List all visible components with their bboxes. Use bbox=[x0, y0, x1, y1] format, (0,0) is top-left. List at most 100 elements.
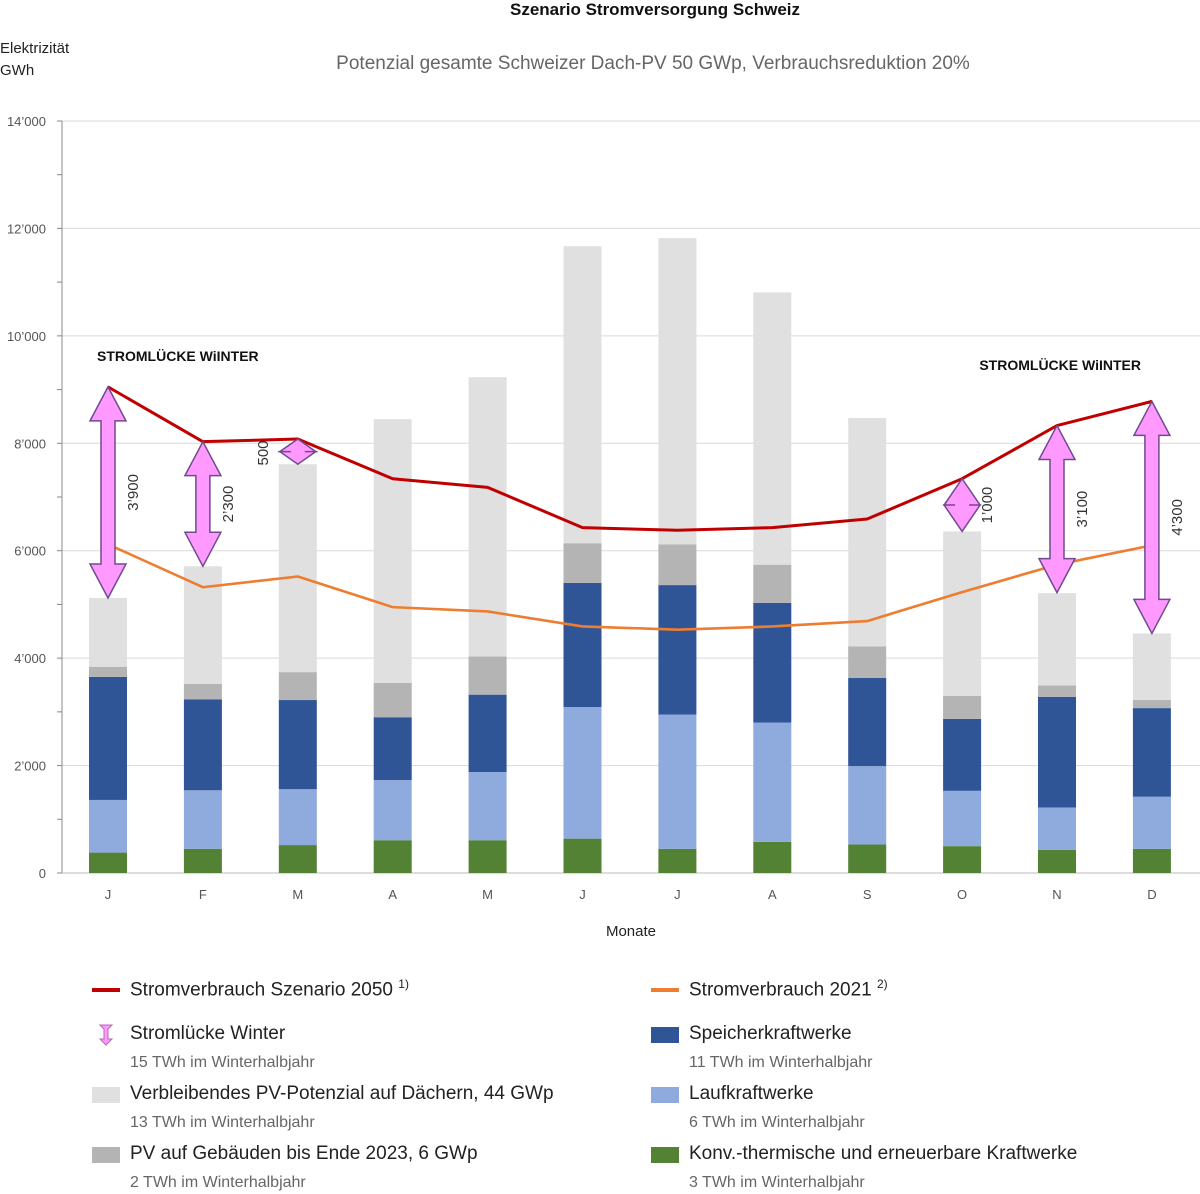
gap-arrow-label: 1’000 bbox=[979, 487, 996, 524]
y-axis-title-line-2: GWh bbox=[0, 62, 35, 79]
gap-arrow-label: 500 bbox=[255, 440, 272, 465]
legend-footnote-1: 1) bbox=[398, 977, 409, 991]
legend-swatch-verbrauch-2050 bbox=[92, 988, 120, 992]
bar-pvpot bbox=[563, 246, 602, 544]
legend-swatch-speicher bbox=[651, 1027, 679, 1043]
legend-sub-konv: 3 TWh im Winterhalbjahr bbox=[689, 1174, 865, 1191]
legend-label-pv-2023: PV auf Gebäuden bis Ende 2023, 6 GWp bbox=[130, 1143, 478, 1164]
bar-pv2023 bbox=[563, 543, 602, 583]
bar-konv bbox=[943, 846, 982, 873]
x-tick-label: S bbox=[863, 887, 872, 902]
bar-lauf bbox=[753, 722, 792, 842]
bar-speicher bbox=[658, 585, 697, 715]
bar-konv bbox=[278, 845, 317, 873]
legend-sub-stromluecke: 15 TWh im Winterhalbjahr bbox=[130, 1054, 315, 1071]
y-tick-label: 12’000 bbox=[7, 221, 46, 236]
bar-konv bbox=[373, 840, 412, 873]
legend-label-verbrauch-2021: Stromverbrauch 2021 bbox=[689, 979, 872, 1001]
x-tick-label: J bbox=[105, 887, 112, 902]
legend-label-konv: Konv.-thermische und erneuerbare Kraftwe… bbox=[689, 1143, 1078, 1164]
gap-arrow bbox=[1132, 399, 1172, 636]
bar-pvpot bbox=[278, 464, 317, 673]
bar-pvpot bbox=[943, 531, 982, 696]
x-tick-label: D bbox=[1147, 887, 1156, 902]
bar-speicher bbox=[183, 699, 222, 791]
gap-arrow-label: 2’300 bbox=[220, 486, 237, 523]
bar-konv bbox=[658, 848, 697, 873]
annotation-stromluecke: STROMLÜCKE WiINTER bbox=[97, 348, 259, 364]
bar-speicher bbox=[1038, 696, 1076, 808]
bar-pv2023 bbox=[848, 646, 887, 679]
bar-lauf bbox=[278, 789, 317, 846]
gap-arrow bbox=[183, 440, 223, 568]
bar-speicher bbox=[89, 676, 127, 800]
bar-pv2023 bbox=[943, 695, 982, 719]
bar-pvpot bbox=[658, 238, 697, 545]
bar-pv2023 bbox=[468, 656, 507, 695]
bar-pv2023 bbox=[373, 682, 412, 718]
y-tick-label: 14’000 bbox=[7, 114, 46, 129]
legend-sub-lauf: 6 TWh im Winterhalbjahr bbox=[689, 1114, 865, 1131]
legend-swatch-pv-potenzial bbox=[92, 1087, 120, 1103]
legend-sub-pv-2023: 2 TWh im Winterhalbjahr bbox=[130, 1174, 306, 1191]
gap-arrow bbox=[942, 477, 982, 533]
bar-pvpot bbox=[753, 292, 792, 565]
x-tick-label: F bbox=[199, 887, 207, 902]
bar-lauf bbox=[373, 780, 412, 841]
legend-sub-pv-potenzial: 13 TWh im Winterhalbjahr bbox=[130, 1114, 315, 1131]
x-tick-label: J bbox=[579, 887, 586, 902]
x-axis-title: Monate bbox=[606, 923, 656, 940]
x-tick-label: N bbox=[1052, 887, 1061, 902]
x-tick-label: O bbox=[957, 887, 967, 902]
bar-konv bbox=[753, 841, 792, 873]
bar-lauf bbox=[848, 766, 887, 845]
bar-lauf bbox=[943, 790, 982, 847]
bar-lauf bbox=[658, 714, 697, 849]
bar-konv bbox=[1038, 849, 1076, 873]
legend-label-stromluecke: Stromlücke Winter bbox=[130, 1023, 286, 1044]
x-tick-label: A bbox=[768, 887, 777, 902]
gap-arrow-label: 3’900 bbox=[125, 474, 142, 511]
line-line2021 bbox=[107, 543, 1153, 631]
bar-lauf bbox=[183, 790, 222, 849]
bar-konv bbox=[89, 852, 127, 873]
legend-swatch-verbrauch-2021 bbox=[651, 988, 679, 992]
y-axis-title: Elektrizität GWh bbox=[0, 38, 69, 82]
bar-lauf bbox=[468, 772, 507, 841]
legend-swatch-pv-2023 bbox=[92, 1147, 120, 1163]
bar-lauf bbox=[1038, 807, 1076, 850]
legend-label-lauf: Laufkraftwerke bbox=[689, 1083, 814, 1104]
bar-pv2023 bbox=[183, 683, 222, 700]
gap-arrow-label: 3’100 bbox=[1074, 491, 1091, 528]
legend-label-speicher: Speicherkraftwerke bbox=[689, 1023, 852, 1044]
legend-sub-speicher: 11 TWh im Winterhalbjahr bbox=[689, 1054, 873, 1071]
gap-arrow bbox=[1037, 423, 1077, 595]
bar-pvpot bbox=[1038, 593, 1076, 686]
annotation-stromluecke: STROMLÜCKE WiINTER bbox=[979, 357, 1141, 373]
bar-konv bbox=[183, 848, 222, 873]
bar-konv bbox=[848, 844, 887, 873]
bar-pv2023 bbox=[89, 666, 127, 677]
gap-arrow bbox=[88, 385, 128, 600]
bar-speicher bbox=[468, 694, 507, 773]
bar-speicher bbox=[373, 717, 412, 781]
bar-speicher bbox=[848, 678, 887, 767]
bar-pvpot bbox=[183, 566, 222, 684]
legend-label-pv-potenzial: Verbleibendes PV-Potenzial auf Dächern, … bbox=[130, 1083, 554, 1104]
legend-swatch-stromluecke-icon bbox=[98, 1024, 114, 1046]
x-tick-label: J bbox=[674, 887, 681, 902]
bar-pvpot bbox=[848, 418, 887, 647]
y-tick-label: 0 bbox=[39, 866, 46, 881]
legend-swatch-lauf bbox=[651, 1087, 679, 1103]
bar-konv bbox=[468, 840, 507, 873]
bar-speicher bbox=[943, 718, 982, 791]
y-tick-label: 2’000 bbox=[14, 759, 46, 774]
y-tick-label: 10’000 bbox=[7, 329, 46, 344]
x-tick-label: M bbox=[292, 887, 303, 902]
bar-pv2023 bbox=[278, 672, 317, 701]
bar-pv2023 bbox=[658, 544, 697, 586]
bar-konv bbox=[1132, 848, 1171, 873]
legend-swatch-konv bbox=[651, 1147, 679, 1163]
bar-speicher bbox=[278, 700, 317, 790]
y-tick-label: 6’000 bbox=[14, 544, 46, 559]
